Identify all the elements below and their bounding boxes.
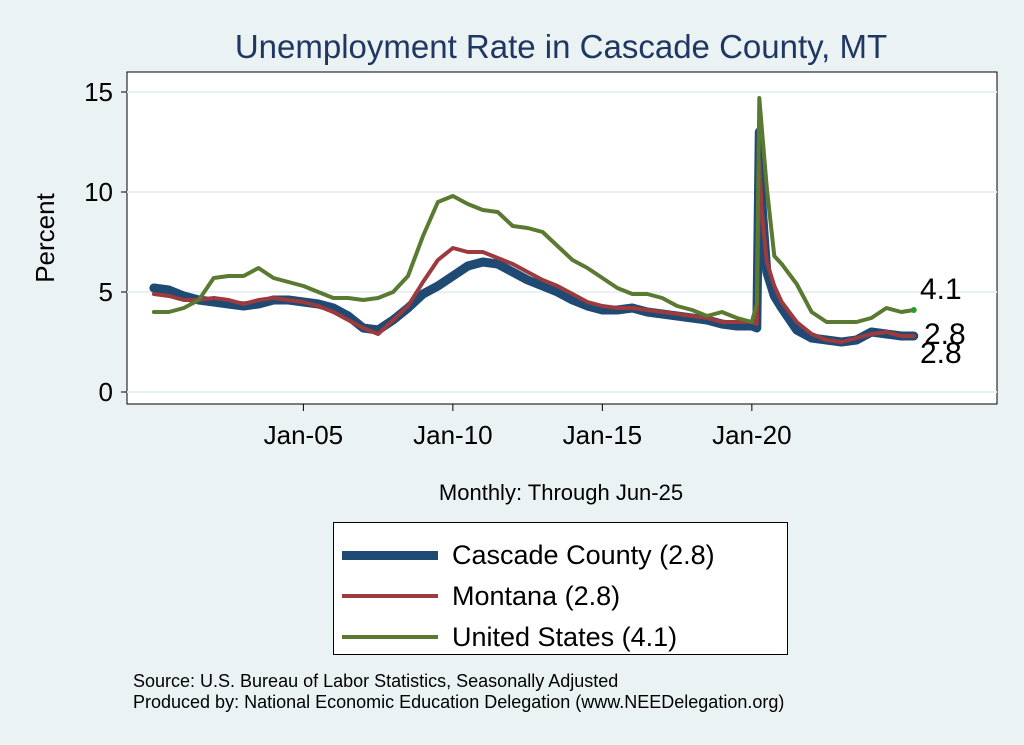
series-line-1 xyxy=(151,160,916,344)
legend-swatch-us xyxy=(342,635,438,639)
us-end-marker xyxy=(910,307,917,313)
x-axis-title: Monthly: Through Jun-25 xyxy=(439,480,683,505)
y-tick-label: 10 xyxy=(84,177,113,207)
y-axis-title: Percent xyxy=(30,192,60,282)
legend-label-montana: Montana (2.8) xyxy=(452,580,621,611)
y-tick-label: 0 xyxy=(99,377,113,407)
legend-item-montana: Montana (2.8) xyxy=(342,578,620,614)
chart-title: Unemployment Rate in Cascade County, MT xyxy=(235,28,887,65)
x-tick-label: Jan-20 xyxy=(712,420,792,450)
end-label-0: 2.8 xyxy=(920,337,962,370)
plot-region: 0 5 10 15 Jan-05 Jan-10 Jan-15 Jan-20 2.82.8 4.1 xyxy=(84,71,998,450)
source-note: Source: U.S. Bureau of Labor Statistics,… xyxy=(133,671,619,691)
legend-swatch-montana xyxy=(342,594,438,598)
y-tick-label: 5 xyxy=(99,277,113,307)
x-tick-label: Jan-15 xyxy=(563,420,643,450)
end-label-2: 4.1 xyxy=(920,273,962,306)
legend: Cascade County (2.8) Montana (2.8) Unite… xyxy=(333,522,788,655)
chart-area: Unemployment Rate in Cascade County, MT … xyxy=(30,28,998,505)
plot-background xyxy=(126,71,998,405)
source-notes: Source: U.S. Bureau of Labor Statistics,… xyxy=(133,671,784,713)
y-tick-label: 15 xyxy=(84,77,113,107)
x-tick-label: Jan-05 xyxy=(264,420,344,450)
legend-label-cascade: Cascade County (2.8) xyxy=(452,539,715,570)
legend-swatch-cascade xyxy=(342,550,438,560)
x-tick-label: Jan-10 xyxy=(413,420,493,450)
legend-item-cascade: Cascade County (2.8) xyxy=(342,537,715,573)
legend-label-us: United States (4.1) xyxy=(452,621,678,652)
producer-note: Produced by: National Economic Education… xyxy=(133,692,785,712)
end-label-1: 2.8 xyxy=(924,318,966,351)
legend-item-us: United States (4.1) xyxy=(342,619,677,655)
series-line-2 xyxy=(151,96,916,324)
